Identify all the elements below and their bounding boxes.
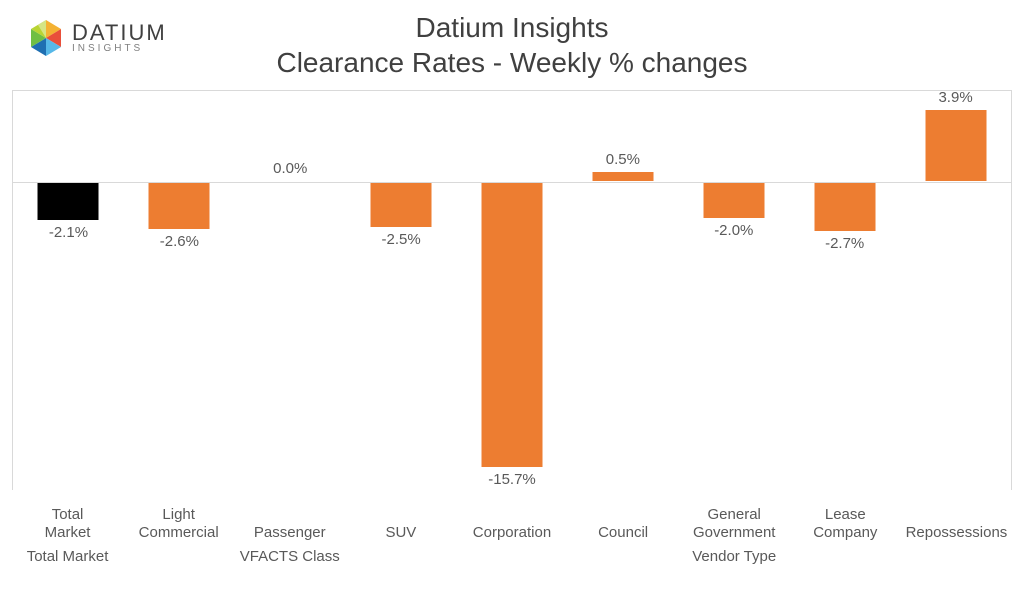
title-line-2: Clearance Rates - Weekly % changes bbox=[0, 45, 1024, 80]
bar bbox=[592, 172, 653, 181]
bar-column: -2.5% bbox=[346, 91, 457, 490]
bar-value-label: -2.0% bbox=[714, 222, 753, 239]
bar-value-label: 0.5% bbox=[606, 151, 640, 168]
title-line-1: Datium Insights bbox=[0, 10, 1024, 45]
bar-value-label: -15.7% bbox=[488, 471, 536, 488]
group-label: Vendor Type bbox=[456, 548, 1012, 565]
category-label: GeneralGovernment bbox=[679, 495, 790, 543]
category-label: Passenger bbox=[234, 495, 345, 543]
clearance-chart: -2.1% -2.6% 0.0% -2.5% -15.7% 0.5% -2.0% -2.7% 3… bbox=[12, 90, 1012, 585]
bar-column: 0.0% bbox=[235, 91, 346, 490]
bar-value-label: -2.6% bbox=[160, 233, 199, 250]
bar bbox=[703, 182, 764, 218]
chart-title: Datium Insights Clearance Rates - Weekly… bbox=[0, 10, 1024, 80]
bar-column: 0.5% bbox=[567, 91, 678, 490]
bar-value-label: 0.0% bbox=[273, 160, 307, 177]
plot-area: -2.1% -2.6% 0.0% -2.5% -15.7% 0.5% -2.0% -2.7% 3… bbox=[12, 90, 1012, 490]
bar-column: -2.6% bbox=[124, 91, 235, 490]
bar bbox=[371, 182, 432, 227]
bar-column: -15.7% bbox=[457, 91, 568, 490]
bar bbox=[149, 182, 210, 229]
bar-column: 3.9% bbox=[900, 91, 1011, 490]
axis-categories: TotalMarketLightCommercialPassengerSUVCo… bbox=[12, 495, 1012, 543]
bar-value-label: -2.1% bbox=[49, 224, 88, 241]
group-label: Total Market bbox=[12, 548, 123, 565]
category-label: Corporation bbox=[456, 495, 567, 543]
category-label: TotalMarket bbox=[12, 495, 123, 543]
category-label: SUV bbox=[345, 495, 456, 543]
bar-value-label: -2.7% bbox=[825, 235, 864, 252]
bar-column: -2.1% bbox=[13, 91, 124, 490]
bar-column: -2.7% bbox=[789, 91, 900, 490]
baseline bbox=[12, 182, 1012, 183]
bar bbox=[814, 182, 875, 231]
category-label: Repossessions bbox=[901, 495, 1012, 543]
bar bbox=[925, 110, 986, 181]
axis-groups: Total MarketVFACTS ClassVendor Type bbox=[12, 548, 1012, 565]
category-label: Council bbox=[568, 495, 679, 543]
bar-column: -2.0% bbox=[678, 91, 789, 490]
bar bbox=[482, 182, 543, 467]
bar bbox=[38, 182, 99, 220]
category-label: LeaseCompany bbox=[790, 495, 901, 543]
category-label: LightCommercial bbox=[123, 495, 234, 543]
bar-value-label: 3.9% bbox=[938, 89, 972, 106]
bar-value-label: -2.5% bbox=[382, 231, 421, 248]
group-label: VFACTS Class bbox=[123, 548, 456, 565]
